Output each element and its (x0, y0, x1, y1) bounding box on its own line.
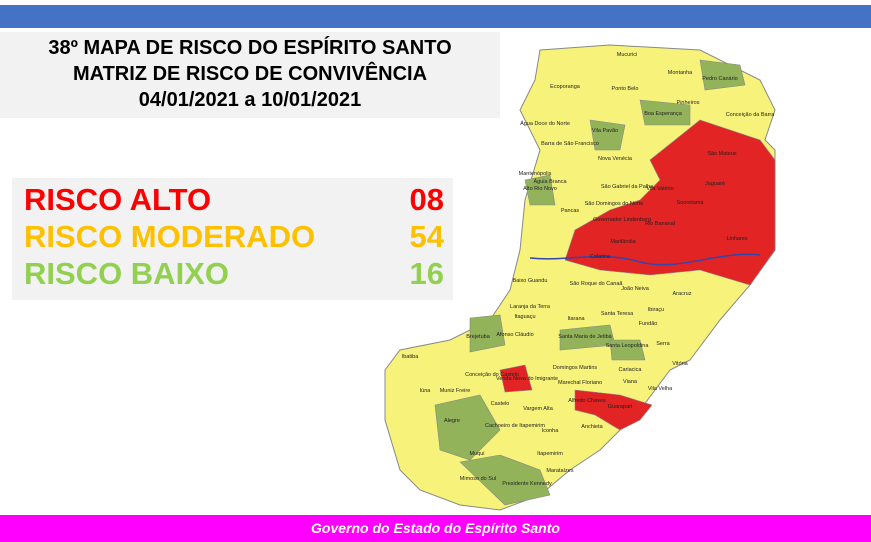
municipality-label: Barra de São Francisco (541, 141, 599, 147)
municipality-label: Colatina (590, 254, 611, 260)
low-risk-region (524, 174, 556, 206)
municipality-label: Serra (656, 341, 670, 347)
municipality-label: São Domingos do Norte (585, 201, 644, 207)
low-risk-region (434, 394, 501, 461)
municipality-label: Vitória (672, 361, 688, 367)
municipality-label: Vila Pavão (592, 128, 618, 134)
low-risk-region (639, 99, 691, 126)
municipality-label: Muqui (470, 451, 485, 457)
municipality-label: São Mateus (707, 151, 737, 157)
municipality-label: Rio Bananal (645, 221, 675, 227)
municipality-label: Conceição da Barra (726, 112, 776, 118)
municipality-label: Vargem Alta (523, 406, 553, 412)
municipality-label: Itaguaçu (514, 314, 535, 320)
municipality-label: Mucurici (617, 52, 637, 58)
municipality-label: Vila Valério (646, 186, 673, 192)
low-risk-region (609, 339, 646, 361)
risk-label: RISCO ALTO (24, 182, 212, 217)
municipality-label: Governador Lindenberg (593, 217, 651, 223)
municipality-label: Afonso Cláudio (496, 332, 533, 338)
municipality-label: Água Doce do Norte (520, 120, 570, 127)
municipality-label: Alegre (444, 418, 460, 424)
municipality-label: Jaguaré (705, 181, 725, 187)
municipality-label: Presidente Kennedy (502, 481, 552, 487)
river (529, 253, 761, 266)
municipality-label: Linhares (726, 236, 747, 242)
municipality-label: Pinheiros (677, 100, 700, 106)
title-line: 38º MAPA DE RISCO DO ESPÍRITO SANTO (48, 37, 452, 59)
title-box: 38º MAPA DE RISCO DO ESPÍRITO SANTO MATRI… (0, 32, 500, 118)
municipality-label: Fundão (639, 321, 658, 327)
risk-count: 16 (409, 256, 444, 291)
municipality-label: Muniz Freire (440, 388, 471, 394)
municipality-label: Marechal Floriano (558, 380, 602, 386)
municipality-label: Cariacica (619, 367, 643, 373)
municipality-label: Marataízes (546, 468, 573, 474)
municipality-label: Sooretama (677, 200, 705, 206)
title-line: 04/01/2021 a 10/01/2021 (138, 89, 362, 111)
municipality-label: Montanha (668, 70, 693, 76)
low-risk-region (699, 59, 746, 91)
municipality-label: Ecoporanga (550, 84, 581, 90)
municipality-label: Cachoeiro de Itapemirim (485, 423, 545, 429)
municipality-label: João Neiva (621, 286, 649, 292)
municipality-label: Pancas (561, 208, 580, 214)
municipality-label: Viana (623, 379, 638, 385)
municipality-label: Mimoso do Sul (460, 476, 496, 482)
municipality-label: Itapemirim (537, 451, 563, 457)
municipality-label: Laranja da Terra (510, 304, 551, 310)
risk-count: 08 (409, 182, 444, 217)
municipality-label: Baixo Guandu (513, 278, 548, 284)
municipality-label: Guarapari (608, 404, 632, 410)
municipality-label: Alfredo Chaves (568, 398, 606, 404)
municipality-label: Santa Teresa (601, 311, 634, 317)
municipality-label: Vila Velha (648, 386, 673, 392)
municipality-label: Marilândia (610, 239, 636, 245)
risk-count: 54 (409, 219, 444, 254)
municipality-label: Ibatiba (402, 354, 419, 360)
municipality-label: Águia Branca (533, 178, 567, 185)
title-line: MATRIZ DE RISCO DE CONVIVÊNCIA (72, 63, 428, 85)
municipality-label: Domingos Martins (553, 365, 598, 371)
municipality-label: Santa Maria de Jetibá (558, 334, 612, 340)
municipality-label: Santa Leopoldina (606, 343, 650, 349)
risk-label: RISCO MODERADO (24, 219, 316, 254)
municipality-label: Pedro Canário (702, 76, 737, 82)
municipality-label: Venda Nova do Imigrante (496, 376, 558, 382)
municipality-label: Boa Esperança (644, 111, 683, 117)
municipality-label: Mantenópolis (519, 171, 552, 177)
municipality-label: Ponto Belo (612, 86, 639, 92)
footer: Governo do Estado do Espírito Santo (0, 515, 871, 542)
municipality-label: Anchieta (581, 424, 603, 430)
municipality-label: Itarana (567, 316, 585, 322)
municipality-label: Nova Venécia (598, 156, 633, 162)
municipality-label: Conceição do Castelo (465, 372, 519, 378)
municipality-label: Alto Rio Novo (523, 186, 557, 192)
low-risk-region (459, 454, 551, 506)
low-risk-region (469, 314, 506, 353)
legend: RISCO ALTO 08 RISCO MODERADO 54 RISCO BAIXO 1… (12, 178, 453, 300)
municipality-label: Ibiraçu (648, 307, 665, 313)
high-risk-region (574, 389, 653, 431)
high-risk-region (499, 364, 533, 393)
municipality-label: Aracruz (673, 291, 692, 297)
municipality-label: Brejetuba (466, 334, 490, 340)
municipality-label: Castelo (491, 401, 510, 407)
municipality-label: Iúna (420, 388, 432, 394)
municipality-label: São Roque do Canaã (570, 281, 624, 287)
high-risk-region (564, 119, 776, 286)
top-bar (0, 5, 871, 28)
municipality-label: Iconha (542, 428, 559, 434)
municipality-label: São Gabriel da Palha (601, 184, 654, 190)
risk-label: RISCO BAIXO (24, 256, 229, 291)
low-risk-region (589, 119, 626, 151)
